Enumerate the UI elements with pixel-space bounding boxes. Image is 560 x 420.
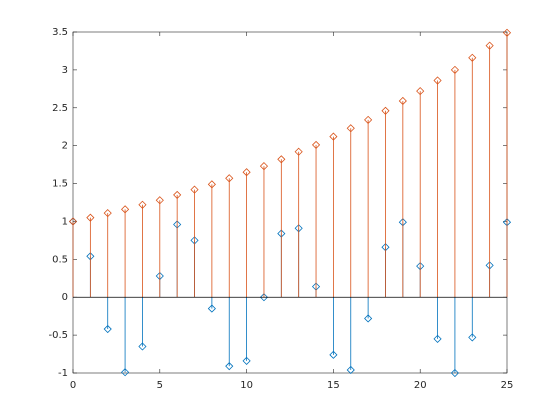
stem-marker [416, 87, 425, 96]
stem-marker [242, 168, 251, 177]
x-tick-label: 0 [70, 380, 76, 391]
stem-marker [103, 209, 112, 218]
x-tick-label: 20 [414, 380, 427, 391]
y-tick-label: 0 [62, 292, 68, 303]
y-tick-label: 3.5 [52, 27, 68, 38]
stem-marker [190, 185, 199, 194]
x-tick-label: 10 [240, 380, 253, 391]
stem-marker [138, 200, 147, 209]
plot-area [72, 31, 508, 374]
stem-marker [242, 356, 251, 365]
stem-marker [450, 368, 459, 378]
y-tick-label: -0.5 [48, 330, 68, 341]
stem-marker [86, 213, 95, 222]
stem-marker [138, 342, 147, 351]
y-tick-label: 3 [62, 65, 68, 76]
stem-marker [329, 350, 338, 359]
stem-marker [121, 205, 130, 214]
stem-marker [433, 76, 442, 85]
stem-marker [364, 115, 373, 124]
x-tick-label: 25 [501, 380, 514, 391]
stem-marker [450, 65, 459, 74]
y-tick-label: 1.5 [52, 179, 68, 190]
stem-marker [225, 174, 234, 183]
stem-marker [398, 96, 407, 106]
stem-marker [346, 124, 355, 133]
stem-marker [485, 41, 494, 50]
y-tick-label: 2.5 [52, 103, 68, 114]
y-tick-label: 2 [62, 141, 68, 152]
stem-marker [468, 333, 477, 342]
x-tick-label: 15 [327, 380, 340, 391]
x-tick-label: 5 [157, 380, 163, 391]
stem-marker [346, 365, 355, 375]
stem-marker [121, 368, 130, 377]
stem-marker [155, 196, 164, 205]
stem-marker [259, 293, 269, 302]
y-tick-label: 1 [62, 216, 68, 227]
stem-marker [433, 334, 442, 343]
stem-marker [364, 314, 373, 323]
stem-marker [207, 180, 216, 189]
stem-marker [68, 217, 78, 226]
stem-marker [502, 28, 512, 37]
stem-marker [294, 147, 303, 156]
stem-marker [381, 106, 390, 115]
stem-marker [103, 324, 112, 334]
stem-marker [311, 140, 321, 149]
stem-marker [329, 132, 338, 141]
stem-marker [225, 362, 234, 371]
y-tick-label: -1 [58, 368, 68, 379]
y-tick-label: 0.5 [52, 254, 68, 265]
stem-marker [173, 190, 182, 199]
stem-marker [259, 162, 269, 171]
stem-marker [468, 53, 477, 62]
stem-marker [277, 155, 286, 164]
stem-marker [207, 304, 216, 313]
